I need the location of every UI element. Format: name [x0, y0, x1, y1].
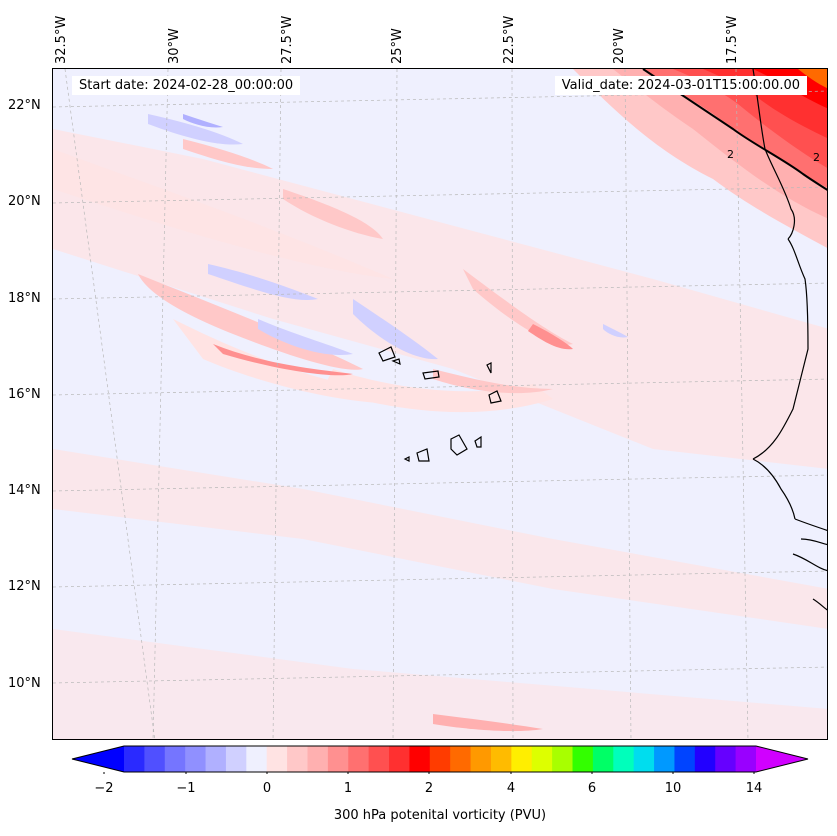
colorbar-swatch [287, 746, 308, 772]
colorbar-swatch [613, 746, 635, 772]
colorbar-swatch [633, 746, 655, 772]
latitude-label: 18°N [8, 291, 41, 306]
colorbar-swatch [572, 746, 594, 772]
colorbar-tick-label: 14 [745, 781, 763, 796]
pv-field-light [53, 129, 827, 739]
colorbar-swatch [246, 746, 268, 772]
colorbar-tick-label: 6 [587, 781, 597, 796]
longitude-label: 22.5°W [502, 15, 517, 64]
colorbar-swatch [185, 746, 207, 772]
latitude-label: 14°N [8, 483, 41, 498]
colorbar-swatch [429, 746, 451, 772]
colorbar-swatch [266, 746, 288, 772]
colorbar-swatch [368, 746, 390, 772]
colorbar-swatch [674, 746, 696, 772]
latitude-label: 10°N [8, 676, 41, 691]
colorbar-swatch [225, 746, 247, 772]
latitude-label: 16°N [8, 387, 41, 402]
colorbar-label: 300 hPa potenital vorticity (PVU) [333, 808, 547, 823]
colorbar [71, 745, 809, 774]
colorbar-tick-label: 0 [262, 781, 272, 796]
pv-field-strong [573, 69, 827, 248]
longitude-label: 32.5°W [54, 15, 69, 64]
colorbar-extend-low [72, 746, 124, 772]
colorbar-swatch [592, 746, 614, 772]
longitude-label: 25°W [390, 28, 405, 64]
latitude-label: 12°N [8, 579, 41, 594]
colorbar-swatch [490, 746, 512, 772]
colorbar-tick-label: 10 [664, 781, 682, 796]
colorbar-swatch [450, 746, 472, 772]
colorbar-swatch [124, 746, 145, 772]
colorbar-swatch [144, 746, 166, 772]
longitude-label: 20°W [612, 28, 627, 64]
colorbar-tick-label: −2 [94, 781, 114, 796]
colorbar-tick-label: −1 [176, 781, 196, 796]
latitude-label: 22°N [8, 98, 41, 113]
colorbar-swatch [552, 746, 574, 772]
contour-label: 2 [813, 151, 820, 164]
colorbar-swatch [409, 746, 431, 772]
start-date-label: Start date: 2024-02-28_00:00:00 [72, 76, 301, 95]
map-panel[interactable]: 2 2 [52, 68, 828, 740]
colorbar-swatch [654, 746, 675, 772]
colorbar-swatch [531, 746, 553, 772]
colorbar-swatch [470, 746, 492, 772]
cape-verde-islands [378, 346, 502, 462]
colorbar-tick-label: 1 [343, 781, 353, 796]
colorbar-swatch [735, 746, 757, 772]
contour-label: 2 [727, 148, 734, 161]
pv-2-contour [642, 69, 827, 191]
longitude-label: 30°W [167, 28, 182, 64]
colorbar-tick-label: 2 [424, 781, 434, 796]
colorbar-extend-high [756, 746, 808, 772]
map-canvas[interactable]: 2 2 [53, 69, 828, 740]
colorbar-swatch [389, 746, 410, 772]
longitude-label: 17.5°W [725, 15, 740, 64]
gridlines [53, 69, 827, 739]
colorbar-swatch [348, 746, 370, 772]
colorbar-swatch [205, 746, 227, 772]
colorbar-swatch [715, 746, 737, 772]
colorbar-swatch [307, 746, 329, 772]
colorbar-swatch [164, 746, 186, 772]
colorbar-swatch [694, 746, 716, 772]
colorbar-swatch [327, 746, 349, 772]
colorbar-tick-label: 4 [506, 781, 516, 796]
longitude-label: 27.5°W [280, 15, 295, 64]
valid-date-label: Valid_date: 2024-03-01T15:00:00.00 [554, 76, 807, 95]
colorbar-outline [71, 745, 809, 773]
colorbar-swatch [511, 746, 533, 772]
coastline [752, 69, 827, 611]
latitude-label: 20°N [8, 194, 41, 209]
